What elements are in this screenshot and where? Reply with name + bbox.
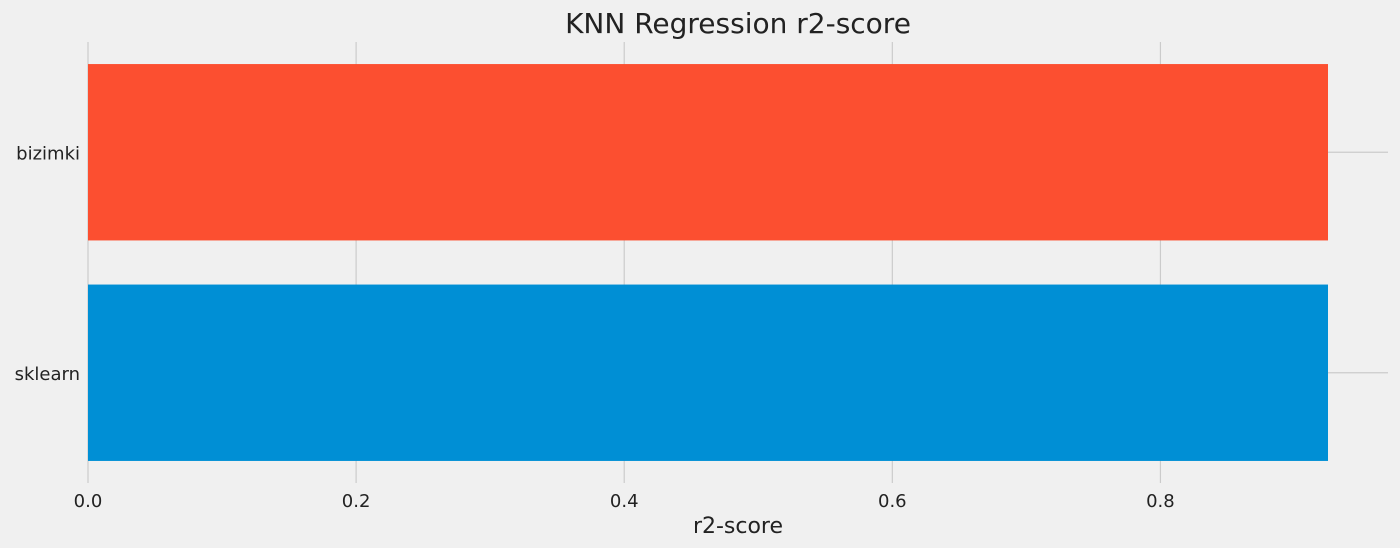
bar-sklearn	[88, 284, 1328, 461]
x-tick-label: 0.8	[1146, 491, 1175, 512]
x-tick-label: 0.4	[610, 491, 639, 512]
x-axis-label: r2-score	[693, 514, 783, 539]
x-tick-labels: 0.0 0.2 0.4 0.6 0.8	[74, 491, 1175, 512]
x-tick-label: 0.6	[878, 491, 907, 512]
y-tick-label: bizimki	[16, 143, 80, 164]
bar-bizimki	[88, 64, 1328, 241]
x-tick-label: 0.2	[342, 491, 371, 512]
x-tick-label: 0.0	[74, 491, 103, 512]
y-tick-label: sklearn	[15, 364, 80, 385]
bars	[88, 64, 1328, 461]
chart-title: KNN Regression r2-score	[565, 7, 911, 40]
y-tick-labels: bizimki sklearn	[15, 143, 80, 385]
